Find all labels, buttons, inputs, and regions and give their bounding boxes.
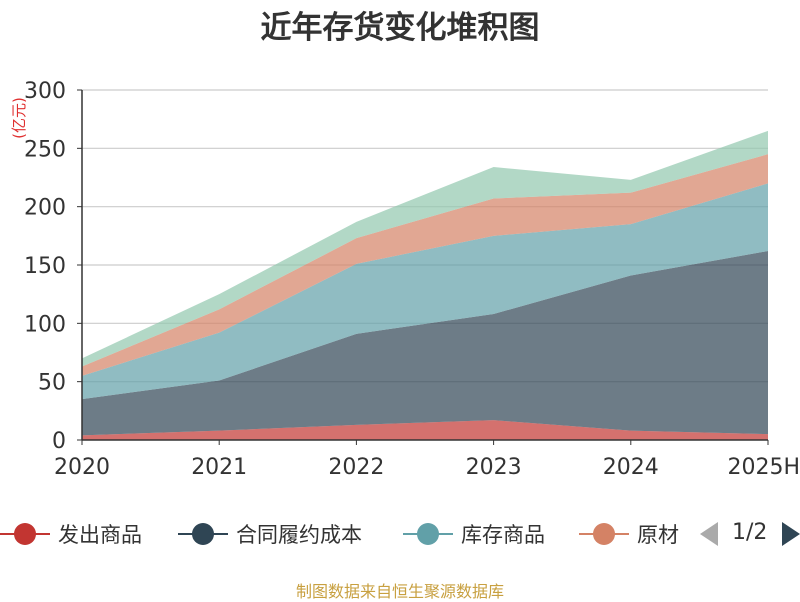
legend-label: 发出商品 (58, 523, 142, 547)
legend-label: 合同履约成本 (236, 523, 362, 547)
y-tick-label: 200 (24, 196, 66, 221)
legend-marker-icon (579, 516, 629, 552)
legend-marker-icon (178, 516, 228, 552)
x-tick-label: 2023 (466, 455, 522, 480)
data-source-note: 制图数据来自恒生聚源数据库 (295, 582, 504, 601)
y-tick-label: 0 (52, 429, 66, 454)
legend-item[interactable]: 原材 (579, 516, 679, 552)
legend-item[interactable]: 发出商品 (0, 516, 142, 552)
legend-items: 发出商品 合同履约成本 库存商品 原材 (0, 516, 683, 552)
area-series-合同履约成本 (82, 251, 768, 436)
x-tick-label: 2021 (191, 455, 247, 480)
axes: 0 50 100 150 200 250 300 2020 2021 2022 2023 2024 20… (24, 79, 800, 480)
legend-marker-icon (0, 516, 50, 552)
y-tick-label: 150 (24, 254, 66, 279)
area-series-原材料 (82, 154, 768, 376)
y-tick-label: 300 (24, 79, 66, 104)
x-tick-label: 2025H (727, 455, 800, 480)
legend-item[interactable]: 库存商品 (403, 516, 545, 552)
legend-item[interactable]: 合同履约成本 (178, 516, 362, 552)
legend-next-page-icon[interactable] (782, 522, 800, 546)
chart-title: 近年存货变化堆积图 (260, 10, 540, 46)
area-series-其他 (82, 130, 768, 367)
legend-label: 原材 (637, 523, 679, 547)
area-series (82, 130, 768, 440)
x-tick-label: 2024 (603, 455, 659, 480)
x-tick-label: 2022 (328, 455, 384, 480)
legend-label: 库存商品 (461, 523, 545, 547)
y-tick-label: 50 (38, 371, 66, 396)
legend-marker-icon (403, 516, 453, 552)
area-series-发出商品 (82, 420, 768, 440)
x-tick-label: 2020 (54, 455, 110, 480)
legend-prev-page-icon[interactable] (700, 522, 718, 546)
area-series-库存商品 (82, 183, 768, 400)
legend-page-indicator: 1/2 (732, 520, 768, 545)
y-axis-unit: (亿元) (10, 97, 28, 139)
legend: 发出商品 合同履约成本 库存商品 原材 1/2 (0, 516, 800, 552)
y-tick-label: 250 (24, 137, 66, 162)
y-tick-label: 100 (24, 312, 66, 337)
